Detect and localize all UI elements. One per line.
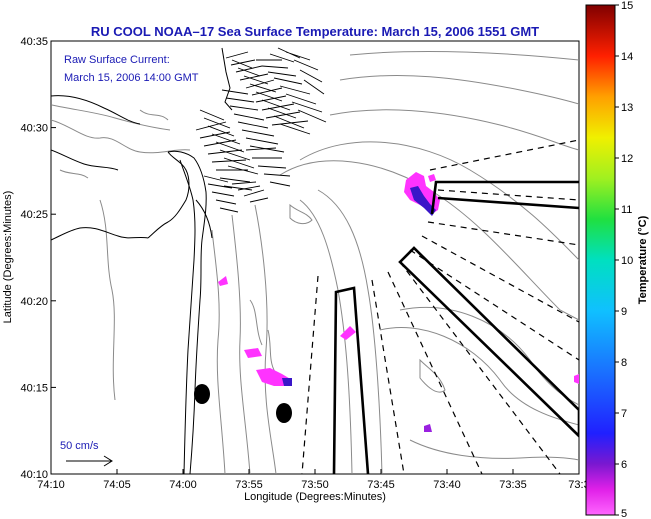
sst-patches xyxy=(218,172,579,432)
sst-patch-south-2-cold xyxy=(282,378,292,386)
x-tick-label: 73:35 xyxy=(499,479,527,491)
colorbar-tick-label: 10 xyxy=(621,255,633,267)
y-axis-label: Latitude (Degrees:Minutes) xyxy=(2,191,14,324)
x-tick-label: 73:40 xyxy=(433,479,461,491)
x-axis-ticks: 74:10 74:05 74:00 73:55 73:50 73:45 73:40 73:35… xyxy=(37,469,590,491)
radar-sites xyxy=(194,384,292,423)
colorbar-ticks: 15 14 13 12 11 10 9 8 7 6 5 xyxy=(615,0,633,519)
colorbar-tick-label: 6 xyxy=(621,459,627,471)
current-annotation-line1: Raw Surface Current: xyxy=(64,54,170,66)
x-tick-label: 73:50 xyxy=(301,479,329,491)
sst-patch-small-north xyxy=(428,174,436,182)
y-tick-label: 40:35 xyxy=(20,36,48,48)
figure-title: RU COOL NOAA–17 Sea Surface Temperature:… xyxy=(91,24,539,39)
sst-patch-offshore-cold xyxy=(410,186,436,216)
y-tick-label: 40:10 xyxy=(20,469,48,481)
colorbar-tick-label: 9 xyxy=(621,306,627,318)
y-tick-label: 40:20 xyxy=(20,296,48,308)
colorbar-tick-label: 12 xyxy=(621,153,633,165)
colorbar-tick-label: 11 xyxy=(621,204,632,216)
current-annotation-line2: March 15, 2006 14:00 GMT xyxy=(64,72,199,84)
vector-scale: 50 cm/s xyxy=(60,440,113,467)
sst-patch-east-edge xyxy=(574,374,579,384)
plot-frame xyxy=(50,40,580,475)
x-tick-label: 73:3 xyxy=(568,479,589,491)
y-tick-label: 40:25 xyxy=(20,209,48,221)
colorbar-tick-label: 15 xyxy=(621,0,633,12)
sst-patch-west xyxy=(218,276,228,286)
vector-scale-label: 50 cm/s xyxy=(60,440,99,452)
x-tick-label: 74:05 xyxy=(103,479,131,491)
colorbar-tick-label: 14 xyxy=(621,51,633,63)
sst-patch-south-1 xyxy=(244,348,262,358)
colorbar-tick-label: 13 xyxy=(621,102,633,114)
y-tick-label: 40:15 xyxy=(20,382,48,394)
vector-scale-arrowhead xyxy=(103,455,113,467)
x-axis-label: Longitude (Degrees:Minutes) xyxy=(244,491,386,503)
colorbar-tick-label: 7 xyxy=(621,408,627,420)
x-tick-label: 73:55 xyxy=(235,479,263,491)
sst-patch-central xyxy=(340,326,356,340)
y-tick-label: 40:30 xyxy=(20,123,48,135)
x-tick-label: 74:00 xyxy=(169,479,197,491)
radar-site-marker xyxy=(194,384,210,404)
radar-radials xyxy=(301,139,579,474)
colorbar-tick-label: 8 xyxy=(621,357,627,369)
sst-patch-south-3 xyxy=(424,424,432,432)
colorbar-label: Temperature (°C) xyxy=(637,215,649,304)
colorbar xyxy=(585,4,616,516)
colorbar-tick-label: 5 xyxy=(621,508,627,519)
surface-current-vectors xyxy=(195,47,327,213)
x-tick-label: 74:10 xyxy=(37,479,65,491)
y-axis-ticks: 40:35 40:30 40:25 40:20 40:15 40:10 xyxy=(20,36,56,481)
radar-sector-outlines xyxy=(332,180,579,474)
x-tick-label: 73:45 xyxy=(367,479,395,491)
radar-site-marker xyxy=(276,403,292,423)
